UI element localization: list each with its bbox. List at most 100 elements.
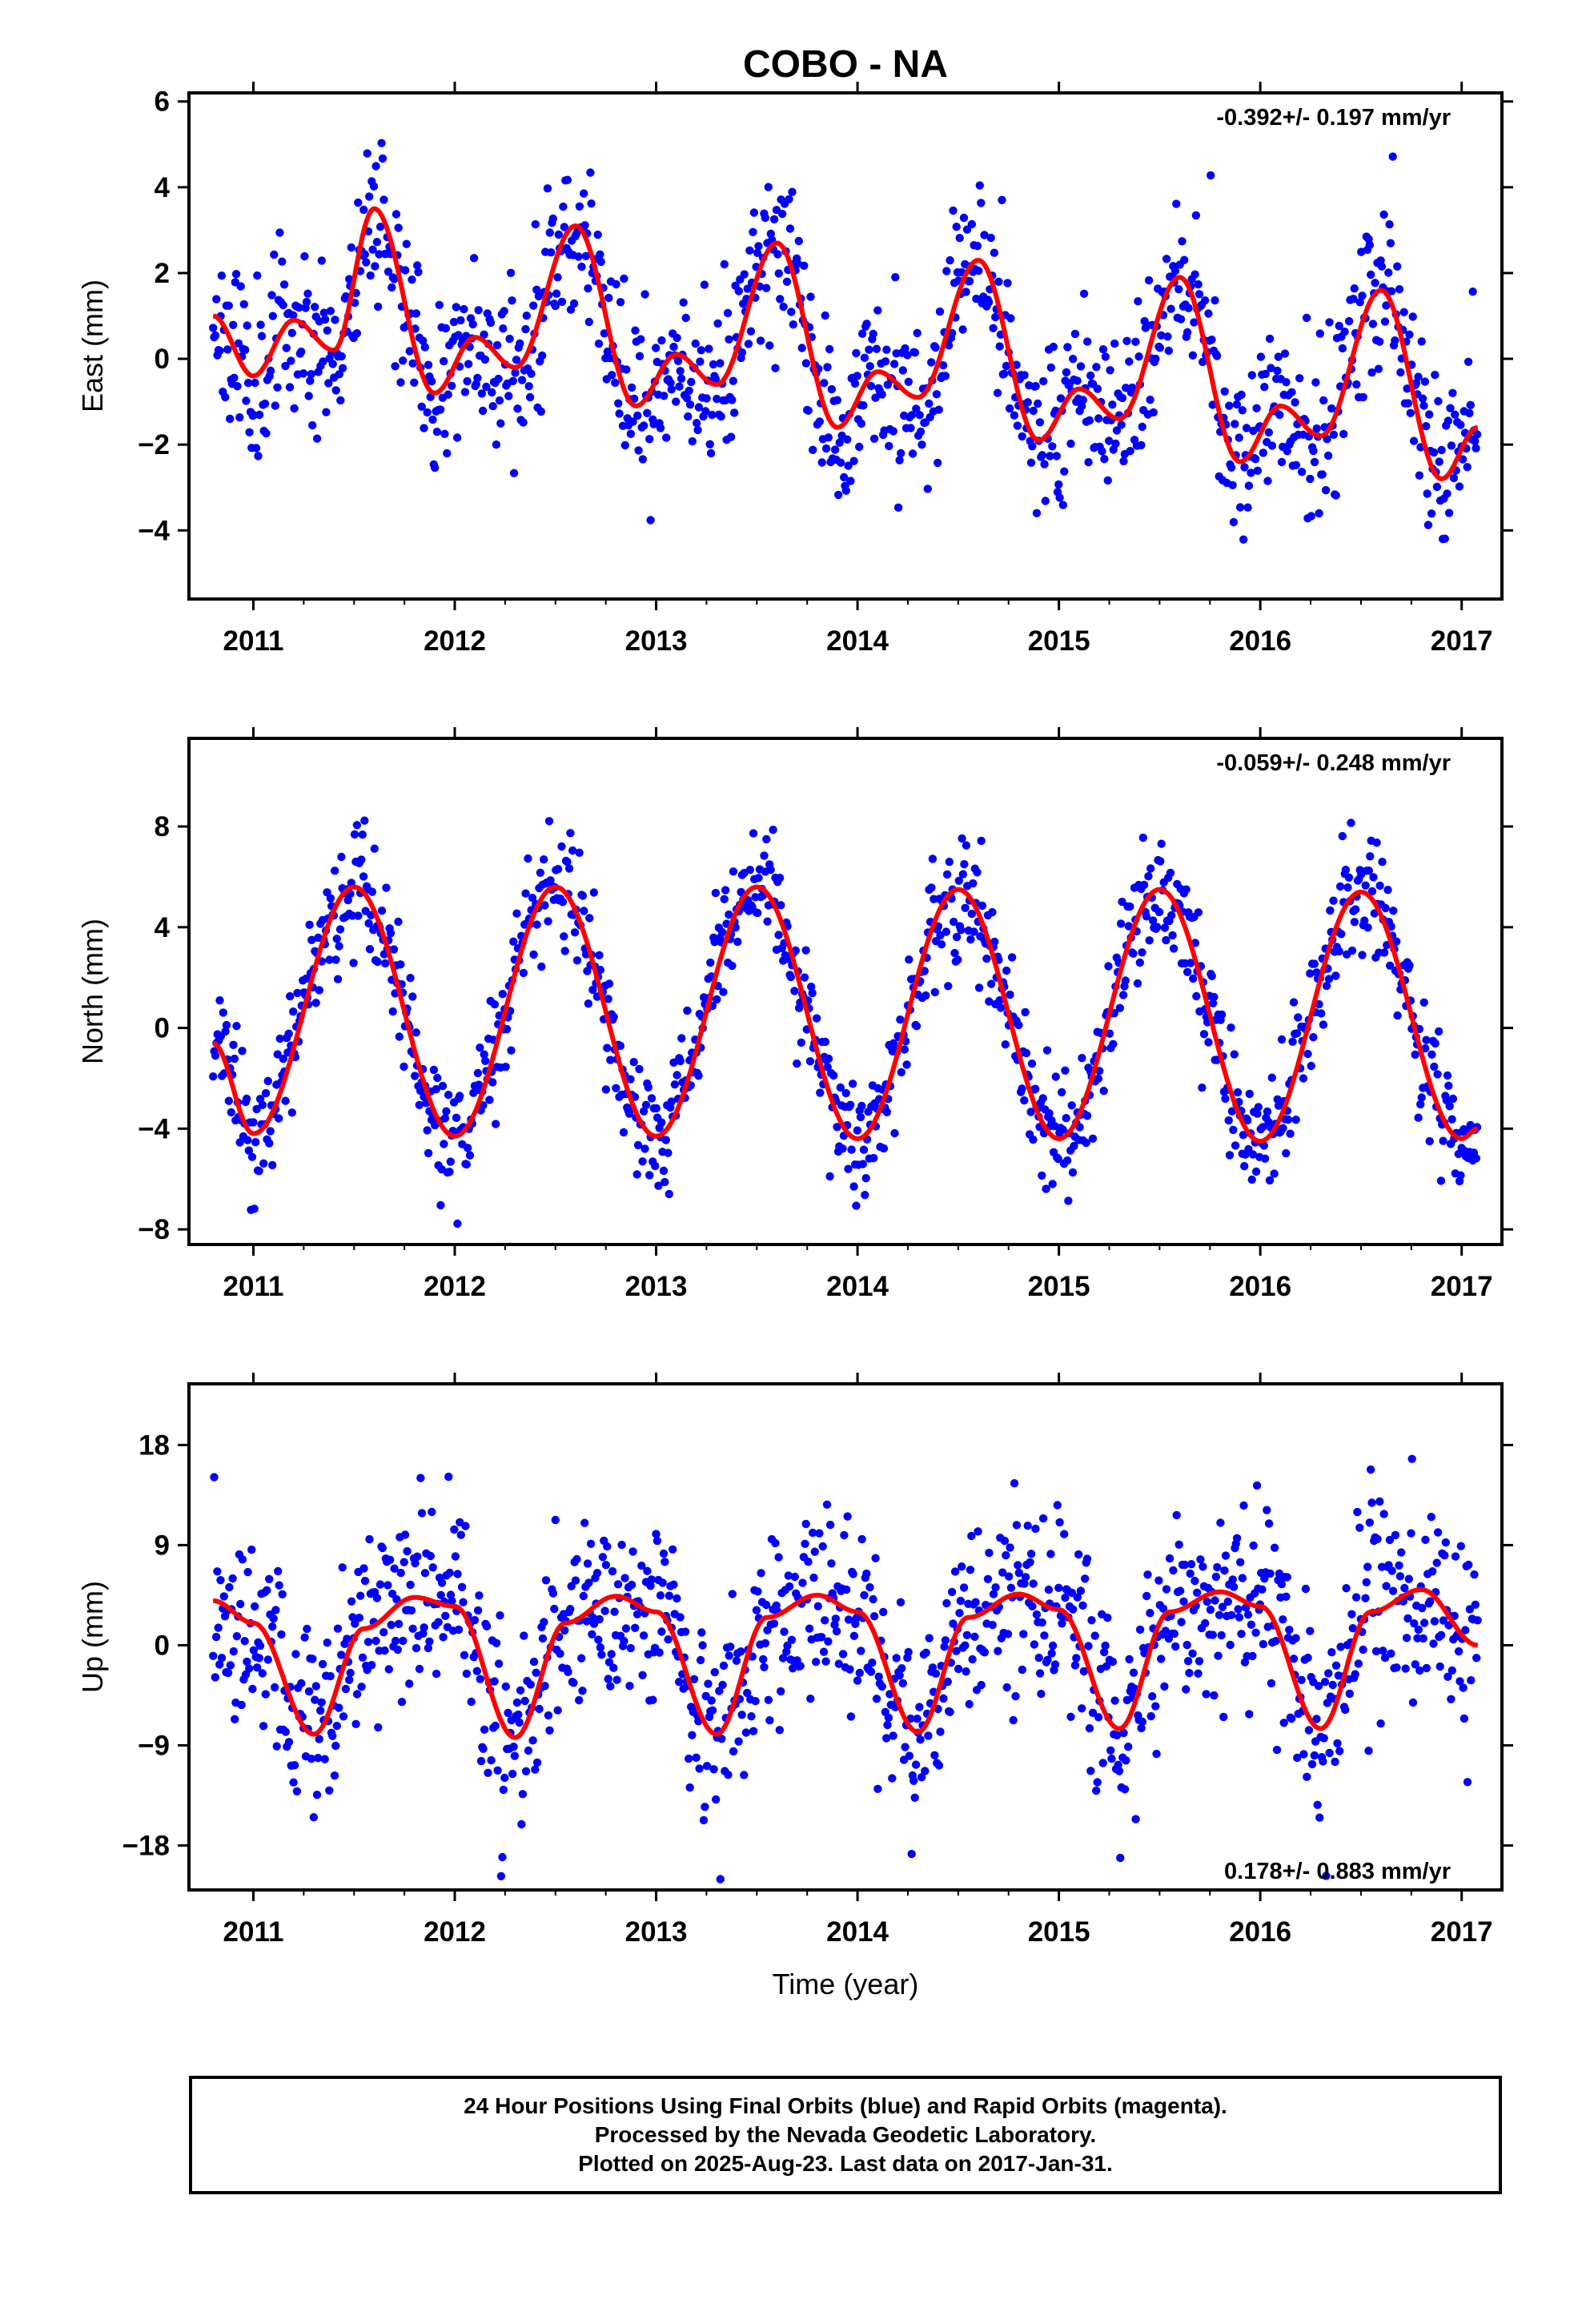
data-point bbox=[841, 486, 851, 495]
data-point bbox=[1247, 1175, 1256, 1184]
data-point bbox=[1194, 908, 1203, 917]
data-point bbox=[853, 372, 861, 380]
data-point bbox=[1434, 396, 1443, 406]
data-point bbox=[1058, 501, 1068, 509]
data-point bbox=[474, 1080, 484, 1089]
data-point bbox=[429, 1065, 439, 1075]
data-point bbox=[1336, 1642, 1345, 1651]
data-point bbox=[1046, 363, 1056, 372]
data-point bbox=[1297, 468, 1307, 476]
data-point bbox=[1118, 991, 1128, 999]
data-point bbox=[1374, 364, 1383, 373]
data-point bbox=[356, 1591, 365, 1600]
data-point bbox=[1347, 946, 1357, 955]
x-tick-label: 2013 bbox=[625, 1271, 688, 1302]
data-point bbox=[1052, 452, 1062, 460]
data-point bbox=[685, 400, 695, 409]
plot-frame bbox=[187, 91, 1504, 601]
data-point bbox=[958, 834, 966, 843]
data-point bbox=[1379, 210, 1388, 219]
data-point bbox=[1079, 289, 1089, 298]
data-point bbox=[1031, 1084, 1040, 1093]
data-point bbox=[921, 991, 930, 1000]
data-point bbox=[620, 440, 629, 450]
data-point bbox=[869, 329, 877, 339]
data-point bbox=[1109, 1039, 1118, 1049]
data-point bbox=[726, 432, 736, 441]
data-point bbox=[931, 1669, 941, 1678]
data-point bbox=[496, 1611, 504, 1620]
data-point bbox=[1422, 422, 1431, 431]
data-point bbox=[757, 1569, 765, 1578]
x-tick-label: 2011 bbox=[223, 1916, 284, 1948]
data-point bbox=[1428, 1567, 1437, 1576]
data-point bbox=[554, 230, 563, 239]
data-point bbox=[1225, 1151, 1235, 1160]
data-point bbox=[460, 1651, 469, 1659]
data-point bbox=[247, 1152, 257, 1161]
data-point bbox=[1318, 470, 1327, 479]
data-point bbox=[817, 1633, 826, 1642]
data-point bbox=[520, 1696, 529, 1706]
data-point bbox=[651, 1161, 660, 1171]
data-point bbox=[1211, 296, 1219, 305]
data-point bbox=[753, 248, 762, 257]
data-point bbox=[696, 357, 705, 366]
data-point bbox=[1207, 171, 1215, 180]
data-point bbox=[486, 318, 496, 328]
data-point bbox=[1265, 334, 1275, 344]
data-point bbox=[1003, 279, 1012, 287]
data-point bbox=[531, 1765, 540, 1774]
data-point bbox=[1297, 1675, 1306, 1684]
data-point bbox=[1259, 1123, 1267, 1132]
data-point bbox=[752, 1606, 761, 1614]
data-point bbox=[633, 411, 642, 420]
data-point bbox=[1182, 1685, 1191, 1694]
data-point bbox=[226, 414, 235, 424]
data-point bbox=[1026, 1108, 1035, 1116]
data-point bbox=[1331, 1757, 1339, 1767]
data-point bbox=[1108, 400, 1117, 409]
data-point bbox=[1144, 872, 1153, 881]
data-point bbox=[396, 378, 405, 387]
data-point bbox=[604, 1675, 612, 1683]
data-point bbox=[355, 1614, 364, 1622]
data-point bbox=[1172, 1510, 1181, 1520]
data-point bbox=[1306, 474, 1315, 484]
data-point bbox=[1431, 1039, 1439, 1048]
data-point bbox=[484, 1768, 492, 1777]
data-point bbox=[905, 955, 913, 964]
data-point bbox=[631, 326, 640, 335]
data-point bbox=[1066, 1712, 1075, 1721]
data-point bbox=[1108, 1657, 1118, 1667]
data-point bbox=[512, 356, 521, 364]
data-point bbox=[824, 433, 833, 442]
data-point bbox=[1112, 426, 1122, 435]
data-point bbox=[1003, 1630, 1013, 1638]
data-point bbox=[737, 348, 747, 357]
y-tick-label: 4 bbox=[155, 172, 171, 203]
data-point bbox=[1074, 1550, 1083, 1559]
data-point bbox=[1303, 1772, 1311, 1781]
data-point bbox=[717, 412, 725, 421]
data-point bbox=[967, 219, 977, 229]
data-point bbox=[1093, 1778, 1102, 1787]
data-point bbox=[1094, 414, 1103, 423]
data-point bbox=[383, 267, 393, 276]
data-point bbox=[1182, 1640, 1191, 1650]
data-point bbox=[769, 215, 779, 223]
data-point bbox=[1423, 521, 1433, 529]
data-point bbox=[1403, 384, 1411, 393]
data-point bbox=[1114, 1760, 1122, 1769]
data-point bbox=[1191, 270, 1199, 279]
data-point bbox=[1232, 1534, 1242, 1543]
data-point bbox=[809, 1573, 818, 1582]
data-point bbox=[717, 927, 727, 937]
data-point bbox=[506, 268, 516, 277]
data-point bbox=[454, 331, 463, 340]
data-point bbox=[601, 1085, 611, 1094]
data-point bbox=[368, 245, 377, 254]
data-point bbox=[1210, 1691, 1219, 1700]
data-point bbox=[236, 1599, 245, 1609]
data-point bbox=[217, 271, 227, 280]
